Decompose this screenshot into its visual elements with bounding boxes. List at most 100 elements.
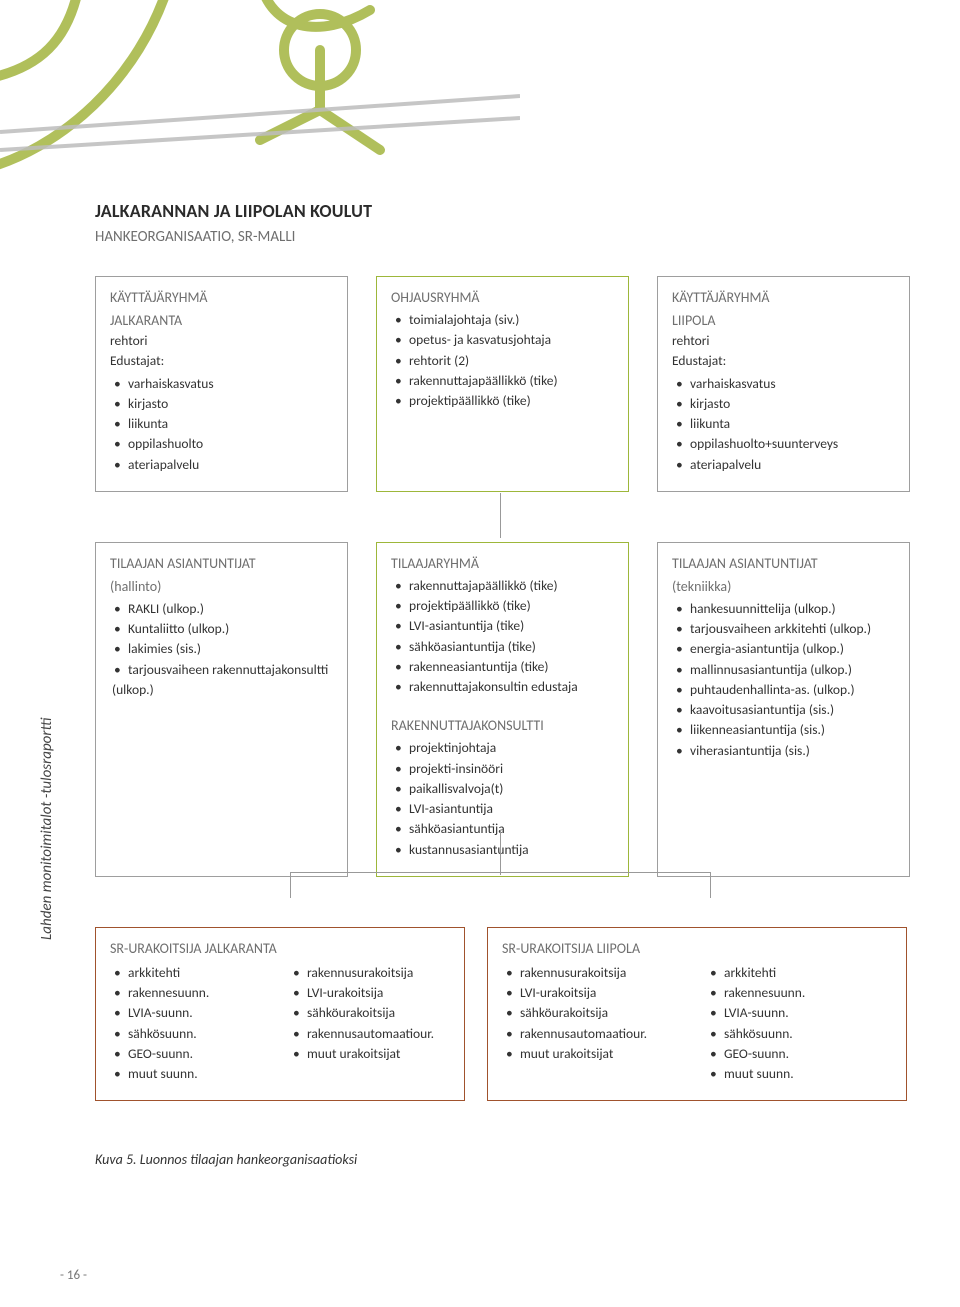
list-item: projektipäällikkö (tike)	[391, 391, 614, 411]
list-item: muut suunn.	[110, 1064, 271, 1084]
box-section: RAKENNUTTAJAKONSULTTIprojektinjohtajapro…	[391, 715, 614, 860]
page-number: - 16 -	[60, 1268, 87, 1283]
list-item: LVIA-suunn.	[706, 1003, 892, 1023]
list-item: muut urakoitsijat	[502, 1044, 688, 1064]
list-item: oppilashuolto	[110, 434, 333, 454]
list-item: rakennesuunn.	[110, 983, 271, 1003]
list-item: Kuntaliitto (ulkop.)	[110, 619, 333, 639]
list-item: rakennusautomaatiour.	[289, 1024, 450, 1044]
list-item: arkkitehti	[706, 963, 892, 983]
org-box: TILAAJARYHMÄrakennuttajapäällikkö (tike)…	[376, 542, 629, 877]
list-item: kirjasto	[110, 394, 333, 414]
list-item: rakennuttajakonsultin edustaja	[391, 677, 614, 697]
list-item: LVI-urakoitsija	[502, 983, 688, 1003]
list-item: projektipäällikkö (tike)	[391, 596, 614, 616]
box-title: OHJAUSRYHMÄ	[391, 287, 614, 308]
figure-caption: Kuva 5. Luonnos tilaajan hankeorganisaat…	[95, 1151, 910, 1168]
list-item: sähkösuunn.	[706, 1024, 892, 1044]
list-item: liikenneasiantuntija (sis.)	[672, 720, 895, 740]
list-item: rakennusurakoitsija	[502, 963, 688, 983]
box-line: rehtori	[110, 331, 333, 351]
box-title: KÄYTTÄJÄRYHMÄ	[110, 287, 333, 308]
box-title: TILAAJARYHMÄ	[391, 553, 614, 574]
list-item: projektinjohtaja	[391, 738, 614, 758]
box-line: rehtori	[672, 331, 895, 351]
list-item: kirjasto	[672, 394, 895, 414]
list-item: energia-asiantuntija (ulkop.)	[672, 639, 895, 659]
list-item: rakennuttajapäällikkö (tike)	[391, 371, 614, 391]
page-title: JALKARANNAN JA LIIPOLAN KOULUT	[95, 200, 910, 222]
list-item: rehtorit (2)	[391, 351, 614, 371]
list-item: sähköasiantuntija	[391, 819, 614, 839]
list-item: sähköasiantuntija (tike)	[391, 637, 614, 657]
org-box: KÄYTTÄJÄRYHMÄLIIPOLArehtoriEdustajat: var…	[657, 276, 910, 492]
list-item: rakennuttajapäällikkö (tike)	[391, 576, 614, 596]
list-item: LVI-asiantuntija (tike)	[391, 616, 614, 636]
list-item: GEO-suunn.	[706, 1044, 892, 1064]
list-item: toimialajohtaja (siv.)	[391, 310, 614, 330]
list-item: sähkösuunn.	[110, 1024, 271, 1044]
list-item: projekti-insinööri	[391, 759, 614, 779]
org-box: SR-URAKOITSIJA LIIPOLA rakennusurakoitsij…	[487, 927, 907, 1102]
list-item: rakennesuunn.	[706, 983, 892, 1003]
box-sublabel: Edustajat:	[110, 351, 333, 371]
page-subtitle: HANKEORGANISAATIO, SR-MALLI	[95, 228, 910, 246]
item-list: projektinjohtajaprojekti-insinööripaikal…	[391, 738, 614, 860]
list-item: sähköurakoitsija	[502, 1003, 688, 1023]
list-item: paikallisvalvoja(t)	[391, 779, 614, 799]
list-item: ateriapalvelu	[110, 455, 333, 475]
box-subtitle: (hallinto)	[110, 576, 333, 597]
list-item: LVI-urakoitsija	[289, 983, 450, 1003]
item-list: RAKLI (ulkop.)Kuntaliitto (ulkop.)lakimi…	[110, 599, 333, 700]
list-item: oppilashuolto+suunterveys	[672, 434, 895, 454]
box-title: TILAAJAN ASIANTUNTIJAT	[110, 553, 333, 574]
list-item: hankesuunnittelija (ulkop.)	[672, 599, 895, 619]
item-list: varhaiskasvatuskirjastoliikuntaoppilashu…	[110, 374, 333, 475]
list-item: LVIA-suunn.	[110, 1003, 271, 1023]
list-item: kaavoitusasiantuntija (sis.)	[672, 700, 895, 720]
box-sublabel: Edustajat:	[672, 351, 895, 371]
item-list: rakennusurakoitsijaLVI-urakoitsijasähköu…	[289, 963, 450, 1085]
item-list: varhaiskasvatuskirjastoliikuntaoppilashu…	[672, 374, 895, 475]
list-item: rakenneasiantuntija (tike)	[391, 657, 614, 677]
item-list: rakennusurakoitsijaLVI-urakoitsijasähköu…	[502, 963, 688, 1085]
list-item: sähköurakoitsija	[289, 1003, 450, 1023]
list-item: arkkitehti	[110, 963, 271, 983]
list-item: tarjousvaiheen rakennutta­jakonsultti (u…	[110, 660, 333, 701]
box-subtitle: LIIPOLA	[672, 310, 895, 331]
box-title: SR-URAKOITSIJA LIIPOLA	[502, 938, 892, 959]
list-item: muut urakoitsijat	[289, 1044, 450, 1064]
box-title: KÄYTTÄJÄRYHMÄ	[672, 287, 895, 308]
list-item: puhtaudenhallinta-as. (ulkop.)	[672, 680, 895, 700]
box-subtitle: (tekniikka)	[672, 576, 895, 597]
org-row-3: SR-URAKOITSIJA JALKARANTAarkkitehtiraken…	[95, 927, 910, 1102]
list-item: lakimies (sis.)	[110, 639, 333, 659]
box-title: TILAAJAN ASIANTUNTIJAT	[672, 553, 895, 574]
item-list: arkkitehtirakennesuunn.LVIA-suunn.sähkös…	[110, 963, 271, 1085]
org-box: KÄYTTÄJÄRYHMÄJALKARANTArehtoriEdustajat:…	[95, 276, 348, 492]
org-box: TILAAJAN ASIANTUNTIJAT(tekniikka)hankesu…	[657, 542, 910, 877]
list-item: mallinnusasiantuntija (ulkop.)	[672, 660, 895, 680]
list-item: rakennusurakoitsija	[289, 963, 450, 983]
list-item: liikunta	[110, 414, 333, 434]
list-item: LVI-asiantuntija	[391, 799, 614, 819]
item-list: hankesuunnittelija (ulkop.)tarjousvaihee…	[672, 599, 895, 761]
list-item: varhaiskasvatus	[672, 374, 895, 394]
box-subtitle: JALKARANTA	[110, 310, 333, 331]
list-item: rakennusautomaatiour.	[502, 1024, 688, 1044]
item-list: rakennuttajapäällikkö (tike)projektipääl…	[391, 576, 614, 698]
two-column-list: arkkitehtirakennesuunn.LVIA-suunn.sähkös…	[110, 961, 450, 1085]
org-row-2: TILAAJAN ASIANTUNTIJAT(hallinto)RAKLI (u…	[95, 542, 910, 877]
sidebar-report-label: Lahden monitoimitalot -tulosraportti	[38, 718, 56, 940]
org-box: OHJAUSRYHMÄtoimialajohtaja (siv.)opetus-…	[376, 276, 629, 492]
box-title: SR-URAKOITSIJA JALKARANTA	[110, 938, 450, 959]
list-item: GEO-suunn.	[110, 1044, 271, 1064]
list-item: viherasiantuntija (sis.)	[672, 741, 895, 761]
item-list: toimialajohtaja (siv.)opetus- ja kasvatu…	[391, 310, 614, 411]
box-title: RAKENNUTTAJAKONSULTTI	[391, 715, 614, 736]
list-item: kustannusasiantuntija	[391, 840, 614, 860]
list-item: RAKLI (ulkop.)	[110, 599, 333, 619]
org-box: TILAAJAN ASIANTUNTIJAT(hallinto)RAKLI (u…	[95, 542, 348, 877]
org-row-1: KÄYTTÄJÄRYHMÄJALKARANTArehtoriEdustajat:…	[95, 276, 910, 492]
list-item: liikunta	[672, 414, 895, 434]
